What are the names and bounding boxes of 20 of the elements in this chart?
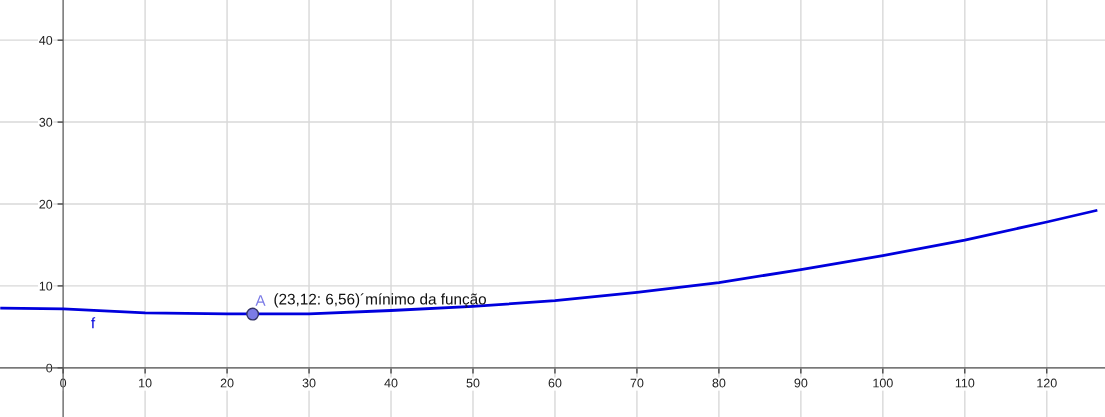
x-tick-label: 10 bbox=[139, 378, 152, 388]
x-tick-label: 80 bbox=[712, 378, 726, 388]
annotation: (23,12: 6,56)´mínimo da função bbox=[274, 293, 486, 308]
x-tick-label: 100 bbox=[873, 378, 893, 388]
y-tick-label: 10 bbox=[39, 281, 53, 291]
y-tick-label: 20 bbox=[39, 199, 53, 209]
x-tick-label: 90 bbox=[794, 378, 808, 388]
x-tick-label: 50 bbox=[466, 378, 480, 388]
y-tick-label: 40 bbox=[39, 35, 53, 45]
x-tick-label: 40 bbox=[384, 378, 398, 388]
x-tick-label: 20 bbox=[220, 378, 234, 388]
x-tick-label: 0 bbox=[60, 378, 67, 388]
x-tick-label: 30 bbox=[302, 378, 316, 388]
y-tick-label: 30 bbox=[39, 117, 53, 127]
x-tick-label: 120 bbox=[1037, 378, 1057, 388]
x-tick-label: 70 bbox=[630, 378, 644, 388]
x-tick-label: 110 bbox=[955, 378, 975, 388]
series-label: f bbox=[91, 317, 96, 329]
x-tick-label: 60 bbox=[548, 378, 562, 388]
series-label: A bbox=[255, 295, 266, 306]
